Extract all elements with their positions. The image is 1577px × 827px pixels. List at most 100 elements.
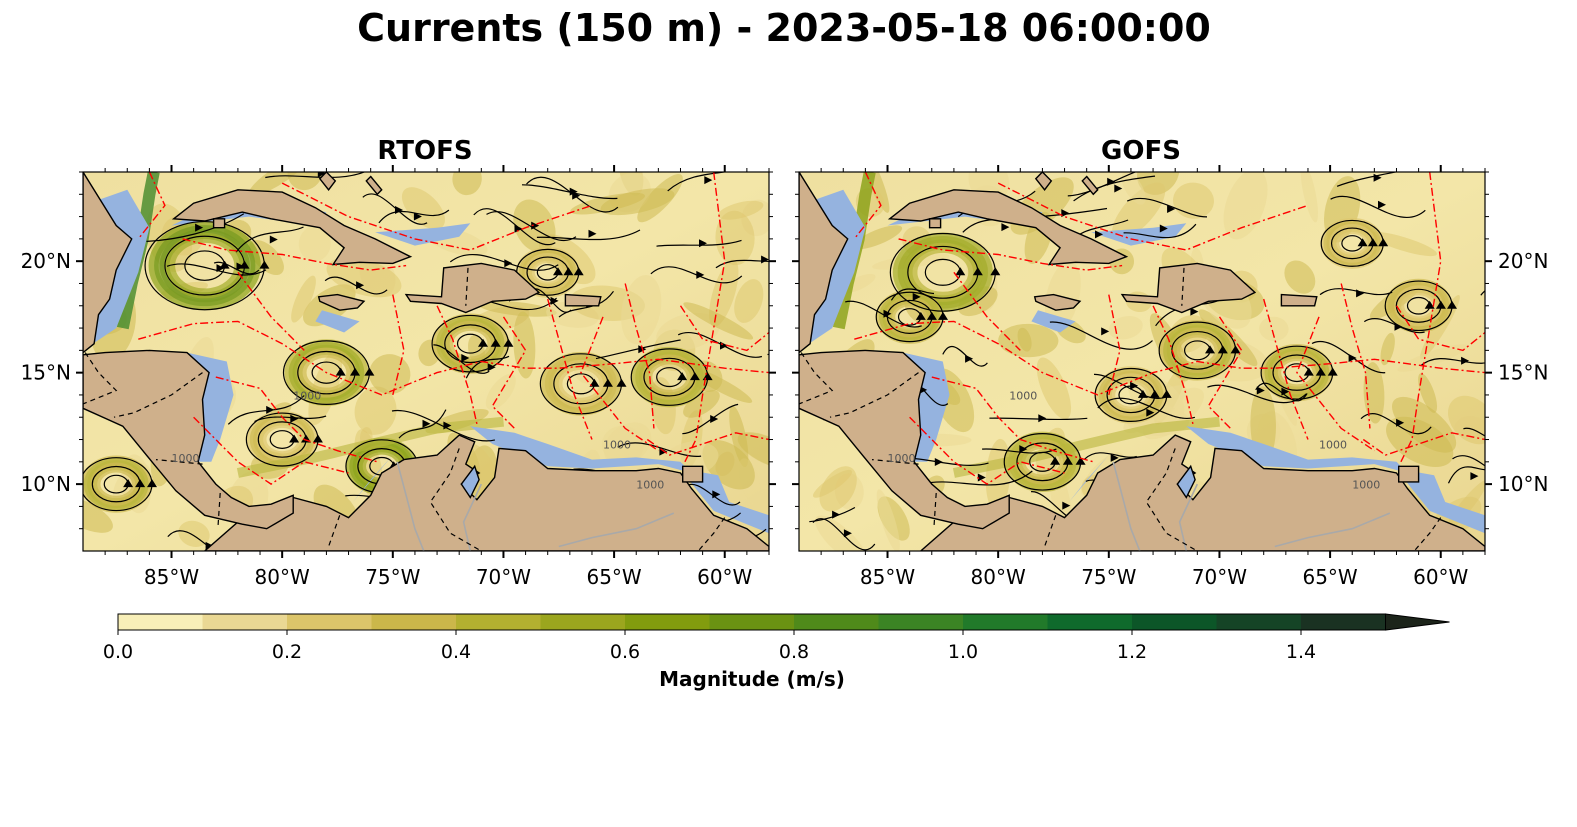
lat-tick-label: 15°N <box>1498 361 1548 385</box>
lon-tick-label: 70°W <box>1192 565 1247 589</box>
streamline-arrow <box>602 378 613 387</box>
eez-boundary <box>237 271 305 351</box>
magnitude-patch <box>452 172 482 196</box>
streamline-arrow <box>356 281 365 290</box>
country-border <box>1145 448 1198 551</box>
colorbar-bin <box>540 614 626 630</box>
colorbar-bin <box>794 614 880 630</box>
magnitude-patch <box>248 172 309 196</box>
streamline-arrow <box>266 405 275 414</box>
streamline <box>1336 172 1399 187</box>
streamline <box>265 172 366 179</box>
streamline-arrow <box>487 363 496 372</box>
magnitude-patch <box>876 489 900 551</box>
streamline-arrow <box>364 367 375 376</box>
streamline-arrow <box>147 479 157 488</box>
streamline-arrow <box>563 267 574 276</box>
colorbar-tick-label: 0.4 <box>441 641 471 663</box>
streamline <box>1363 318 1425 334</box>
streamline-arrow <box>1394 322 1403 331</box>
streamline-arrow <box>832 510 841 519</box>
river <box>462 483 483 551</box>
streamline-arrow <box>490 338 501 347</box>
streamline-arrow <box>269 235 278 244</box>
magnitude-patch <box>608 172 651 213</box>
eez-boundary <box>1207 316 1243 429</box>
land-hispaniola <box>404 262 541 314</box>
land-yucatan <box>83 172 133 354</box>
streamline <box>146 213 245 242</box>
magnitude-patch <box>485 373 516 410</box>
shelf-water <box>375 223 471 246</box>
colorbar-bin <box>371 614 457 630</box>
streamline-arrow <box>1205 345 1215 354</box>
magnitude-patch <box>354 386 397 435</box>
contour-label: 1000 <box>636 479 664 492</box>
colorbar-bin <box>1132 614 1218 630</box>
colorbar-bin <box>963 614 1049 630</box>
colorbar-bin <box>709 614 795 630</box>
contour-label: 1000 <box>293 389 321 402</box>
eez-boundary <box>624 283 655 429</box>
streamline <box>1067 172 1137 197</box>
streamline <box>684 483 741 506</box>
lat-tick-label: 20°N <box>1498 249 1548 273</box>
streamline <box>473 208 556 246</box>
magnitude-patch <box>1386 416 1454 467</box>
lat-tick-label: 20°N <box>21 249 71 273</box>
streamline-arrow <box>1367 238 1378 247</box>
magnitude-patch <box>1259 316 1289 341</box>
streamline-arrow <box>712 490 721 499</box>
magnitude-patch <box>570 192 645 215</box>
map-panel-rtofs: 1000 1000 1000 1000 85°W 80°W 75°W 70°W 65°W 60°W… <box>21 165 776 589</box>
streamline <box>1452 455 1485 467</box>
eez-boundary <box>909 416 1065 485</box>
streamline-arrow <box>1217 345 1228 354</box>
country-border <box>1181 267 1185 306</box>
streamline-arrow <box>589 378 600 387</box>
streamline-arrow <box>1110 453 1119 462</box>
streamline-arrow <box>531 221 540 230</box>
magnitude-patch <box>715 210 755 266</box>
country-border <box>465 267 469 306</box>
magnitude-patch <box>683 302 754 340</box>
streamline <box>982 448 1057 454</box>
streamline-arrow <box>422 419 431 428</box>
magnitude-patch <box>359 253 396 298</box>
land-bahamas1 <box>318 172 337 191</box>
colorbar-tick-label: 1.0 <box>948 641 978 663</box>
contour-label: 1000 <box>1319 438 1347 451</box>
eez-boundary <box>997 182 1309 251</box>
contour-label: 1000 <box>1009 389 1037 402</box>
lake-maracaibo <box>460 464 480 499</box>
eez-boundary <box>679 305 769 352</box>
colorbar-tick-label: 0.6 <box>610 641 640 663</box>
lon-tick-label: 85°W <box>144 565 199 589</box>
streamline-arrow <box>553 267 563 276</box>
land-bahamas2 <box>365 175 383 196</box>
lon-tick-label: 70°W <box>476 565 531 589</box>
eez-boundary <box>646 432 769 456</box>
magnitude-patch <box>1112 182 1166 240</box>
streamline <box>923 470 1033 486</box>
land-jamaica <box>317 293 366 311</box>
map-panel-gofs: 1000 1000 1000 1000 85°W 80°W 75°W 70°W 65°W 60°W… <box>792 165 1548 589</box>
streamline-arrow <box>350 367 360 376</box>
streamline-arrow <box>1396 418 1405 427</box>
streamline-arrow <box>704 176 713 185</box>
land-isleYouth <box>928 218 942 229</box>
magnitude-patch <box>819 466 857 512</box>
colorbar-bin <box>287 614 373 630</box>
streamline <box>1311 340 1386 374</box>
land-centralAmerica <box>799 349 1010 530</box>
streamline-arrow <box>550 296 559 305</box>
streamline-arrow <box>915 311 926 320</box>
shelf-water <box>470 426 692 473</box>
eez-boundary <box>1400 172 1442 463</box>
streamline <box>536 229 641 241</box>
streamline-arrow <box>1001 223 1010 232</box>
magnitude-patch <box>877 496 910 541</box>
magnitude-patch <box>248 239 284 276</box>
lon-tick-label: 60°W <box>697 565 752 589</box>
